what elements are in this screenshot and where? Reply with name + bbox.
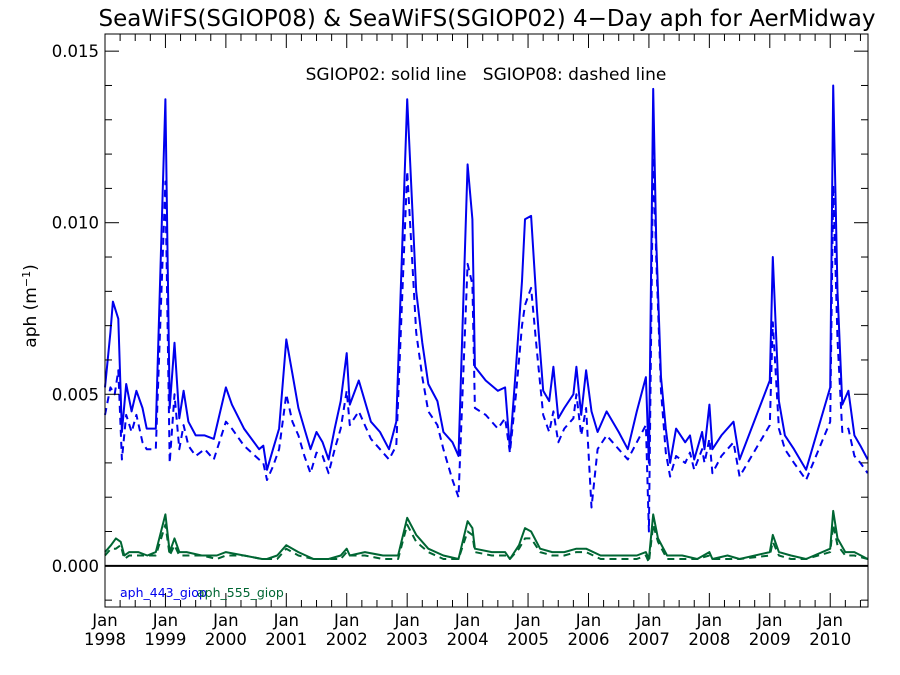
y-tick-label: 0.010 — [52, 214, 99, 233]
x-tick-year-label: 1999 — [144, 630, 186, 649]
x-tick-month-label: Jan — [333, 611, 359, 630]
x-tick-month-label: Jan — [635, 611, 661, 630]
x-tick-year-label: 2001 — [265, 630, 307, 649]
series-line-3-solid — [104, 509, 869, 560]
line-style-note: SGIOP02: solid line SGIOP08: dashed line — [306, 65, 667, 85]
x-tick-month-label: Jan — [152, 611, 178, 630]
x-tick-month-label: Jan — [393, 611, 419, 630]
x-tick-month-label: Jan — [696, 611, 722, 630]
legend-item-1: aph_443_giop — [120, 585, 207, 600]
x-tick-year-label: 2002 — [326, 630, 368, 649]
chart-title: SeaWiFS(SGIOP08) & SeaWiFS(SGIOP02) 4−Da… — [99, 6, 876, 32]
x-tick-month-label: Jan — [91, 611, 117, 630]
y-axis-label: aph (m−1) — [20, 264, 41, 347]
x-tick-year-label: 1998 — [84, 630, 126, 649]
series-line-2-dashed — [104, 149, 869, 533]
x-tick-month-label: Jan — [273, 611, 299, 630]
x-tick-year-label: 2007 — [628, 630, 670, 649]
axes-layer: 0.0000.0050.0100.015Jan1998Jan1999Jan200… — [52, 33, 869, 649]
x-tick-month-label: Jan — [575, 611, 601, 630]
series-line-1-solid — [104, 84, 869, 471]
y-tick-label: 0.015 — [52, 42, 99, 61]
x-tick-year-label: 2008 — [688, 630, 730, 649]
x-tick-month-label: Jan — [817, 611, 843, 630]
x-tick-month-label: Jan — [212, 611, 238, 630]
x-tick-year-label: 2005 — [507, 630, 549, 649]
x-tick-year-label: 2003 — [386, 630, 428, 649]
x-tick-year-label: 2004 — [447, 630, 489, 649]
legend-item-2: aph_555_giop — [197, 585, 284, 600]
y-tick-label: 0.000 — [52, 557, 99, 576]
series-layer — [104, 84, 869, 564]
x-tick-year-label: 2010 — [809, 630, 851, 649]
x-tick-month-label: Jan — [514, 611, 540, 630]
x-tick-month-label: Jan — [454, 611, 480, 630]
x-tick-month-label: Jan — [756, 611, 782, 630]
x-tick-year-label: 2006 — [567, 630, 609, 649]
plot-frame — [104, 33, 869, 608]
y-tick-label: 0.005 — [52, 385, 99, 404]
series-line-4-dashed — [104, 523, 868, 564]
x-tick-year-label: 2000 — [205, 630, 247, 649]
x-tick-year-label: 2009 — [749, 630, 791, 649]
